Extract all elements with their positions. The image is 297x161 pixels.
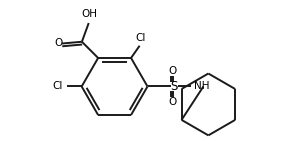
Text: O: O — [168, 97, 176, 107]
Text: O: O — [54, 38, 63, 48]
Text: NH: NH — [195, 81, 210, 91]
Text: Cl: Cl — [135, 33, 146, 43]
Text: OH: OH — [82, 9, 98, 19]
Text: O: O — [168, 66, 176, 76]
Text: Cl: Cl — [53, 81, 63, 91]
Text: S: S — [170, 80, 177, 93]
